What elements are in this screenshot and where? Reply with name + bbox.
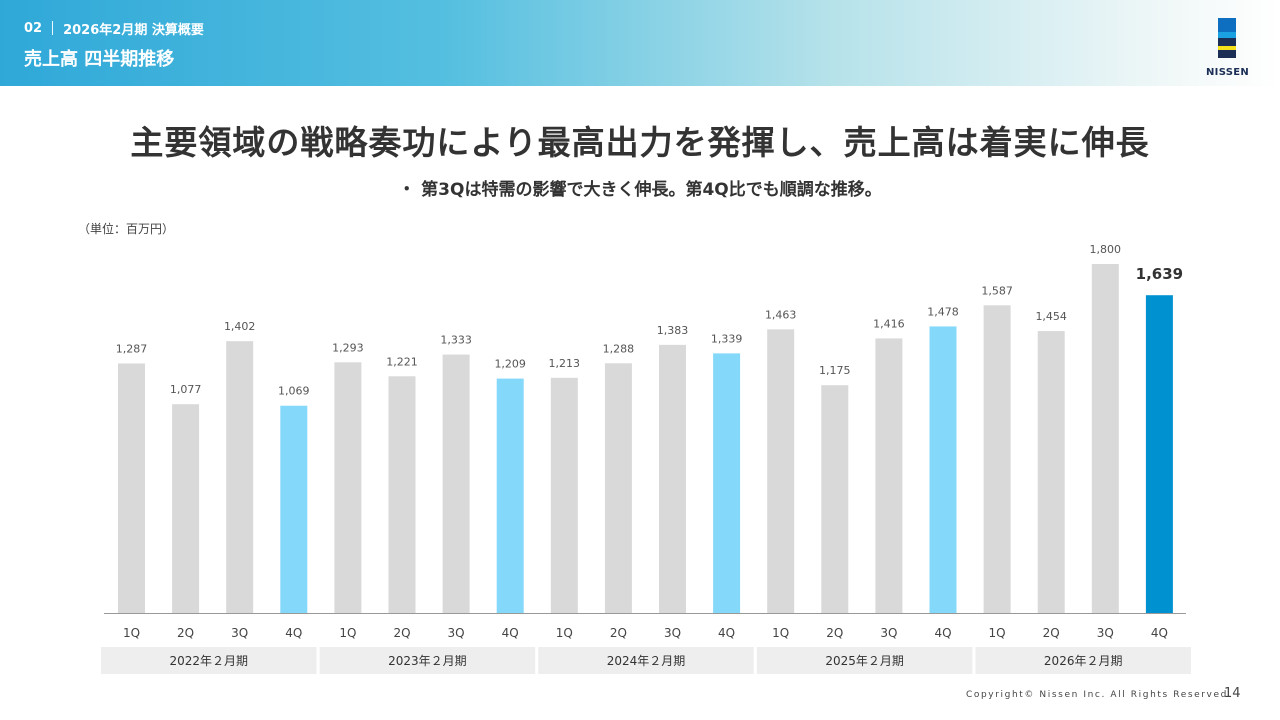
x-tick-label: 1Q	[556, 626, 573, 640]
subheadline: ・ 第3Qは特需の影響で大きく伸長。第4Q比でも順調な推移。	[398, 180, 882, 200]
bar	[1145, 295, 1173, 613]
nissen-logo: NISSEN	[1206, 18, 1262, 86]
data-label: 1,069	[278, 385, 310, 398]
logo-text: NISSEN	[1206, 67, 1250, 78]
bar	[280, 405, 308, 613]
data-label: 1,287	[116, 342, 148, 355]
fiscal-year-label: 2026年２月期	[1044, 654, 1123, 668]
x-tick-label: 2Q	[393, 626, 410, 640]
bar	[983, 305, 1011, 613]
x-tick-label: 2Q	[1043, 626, 1060, 640]
fiscal-year-label: 2022年２月期	[170, 654, 249, 668]
data-label: 1,383	[657, 324, 689, 337]
data-label: 1,213	[549, 357, 581, 370]
bar	[821, 385, 849, 613]
data-label: 1,478	[927, 305, 959, 318]
data-label: 1,402	[224, 320, 256, 333]
x-tick-label: 2Q	[826, 626, 843, 640]
logo-band	[1218, 38, 1236, 46]
bar	[388, 376, 416, 613]
x-tick-label: 3Q	[880, 626, 897, 640]
x-tick-label: 3Q	[448, 626, 465, 640]
bar	[767, 329, 795, 613]
data-label: 1,209	[494, 358, 526, 371]
bar	[659, 344, 686, 613]
data-label: 1,339	[711, 332, 743, 345]
x-tick-label: 1Q	[339, 626, 356, 640]
data-label: 1,175	[819, 364, 851, 377]
fiscal-year-box	[538, 647, 754, 674]
bar	[442, 354, 470, 613]
x-tick-label: 1Q	[123, 626, 140, 640]
x-tick-label: 1Q	[989, 626, 1006, 640]
fiscal-year-box	[975, 647, 1191, 674]
headline: 主要領域の戦略奏功により最高出力を発揮し、売上高は着実に伸長	[130, 123, 1150, 162]
fiscal-year-label: 2025年２月期	[825, 654, 904, 668]
x-tick-label: 3Q	[231, 626, 248, 640]
logo-band	[1218, 46, 1236, 50]
data-label: 1,416	[873, 317, 905, 330]
x-tick-label: 3Q	[664, 626, 681, 640]
section-number: 02	[24, 20, 43, 36]
data-label: 1,293	[332, 341, 364, 354]
fiscal-year-box	[319, 647, 536, 674]
x-tick-label: 4Q	[1151, 626, 1168, 640]
bar	[334, 362, 362, 613]
bar	[172, 404, 200, 613]
x-tick-label: 1Q	[772, 626, 789, 640]
section-divider	[52, 21, 54, 35]
bar	[929, 326, 957, 613]
data-label: 1,463	[765, 308, 797, 321]
bar	[713, 353, 741, 613]
data-label: 1,639	[1136, 265, 1183, 283]
logo-band	[1218, 18, 1236, 32]
data-label: 1,221	[386, 355, 418, 368]
x-tick-label: 2Q	[610, 626, 627, 640]
x-tick-label: 4Q	[285, 626, 302, 640]
page-number: 14	[1224, 686, 1241, 701]
data-label: 1,800	[1090, 243, 1122, 256]
bar	[1091, 264, 1119, 613]
logo-band	[1218, 32, 1236, 38]
bar	[875, 338, 903, 613]
data-label: 1,288	[603, 342, 635, 355]
data-label: 1,454	[1035, 310, 1067, 323]
logo-band	[1218, 50, 1236, 58]
bar	[550, 377, 578, 613]
fiscal-year-box	[101, 647, 317, 674]
x-tick-label: 4Q	[934, 626, 951, 640]
fiscal-year-label: 2024年２月期	[607, 654, 686, 668]
x-tick-label: 3Q	[1097, 626, 1114, 640]
data-label: 1,077	[170, 383, 202, 396]
revenue-bar-chart: 1,287 1Q 1,077 2Q 1,402 3Q 1,069 4Q 1,293 1Q 1,221…	[101, 243, 1191, 674]
bar	[604, 363, 632, 613]
bar	[1037, 331, 1065, 613]
data-label: 1,333	[440, 334, 472, 347]
bar	[226, 341, 254, 613]
copyright: Copyright© Nissen Inc. All Rights Reserv…	[966, 690, 1233, 700]
header-band: 02 2026年2月期 決算概要 売上高 四半期推移 NISSEN	[0, 0, 1280, 86]
data-label: 1,587	[981, 284, 1013, 297]
unit-label: （単位：百万円）	[78, 222, 175, 236]
section-title: 2026年2月期 決算概要	[63, 22, 204, 38]
bar	[496, 378, 524, 613]
x-tick-label: 2Q	[177, 626, 194, 640]
bar	[118, 363, 145, 613]
section-header: 02 2026年2月期 決算概要	[24, 18, 204, 38]
x-tick-label: 4Q	[502, 626, 519, 640]
fiscal-year-label: 2023年２月期	[388, 654, 467, 668]
fiscal-year-box	[756, 647, 973, 674]
page-title: 売上高 四半期推移	[24, 49, 175, 70]
x-tick-label: 4Q	[718, 626, 735, 640]
logo-mark-icon	[1218, 18, 1236, 58]
